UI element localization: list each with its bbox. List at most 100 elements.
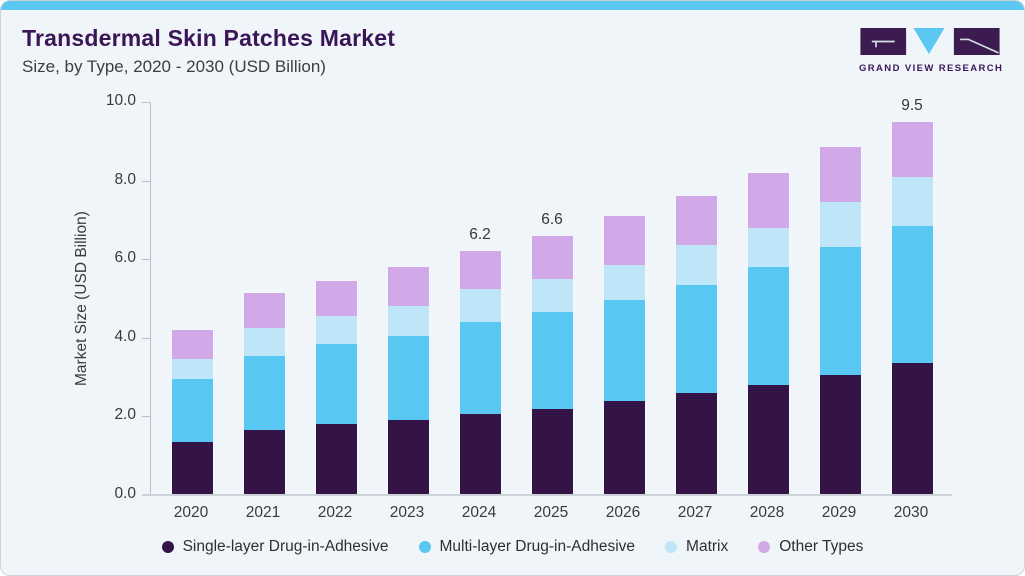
y-tick-mark (142, 180, 150, 182)
bar-total-label: 9.5 (901, 96, 923, 114)
bar-segment (747, 227, 789, 268)
bar-total-label: 6.6 (541, 210, 563, 228)
bar-segment (819, 375, 861, 495)
legend-item: Multi-layer Drug-in-Adhesive (418, 538, 636, 556)
x-tick-label: 2025 (533, 504, 569, 521)
bar-segment (243, 355, 285, 431)
page-subtitle: Size, by Type, 2020 - 2030 (USD Billion) (22, 57, 326, 76)
bar-segment (531, 235, 573, 279)
bar-segment (171, 359, 213, 380)
bar-2030 (891, 121, 933, 495)
x-axis: 2020 2021 2022 2023 2024 2025 2026 2027 2028 2029… (1, 504, 1024, 526)
x-tick-label: 2024 (461, 504, 497, 521)
top-accent-bar (1, 1, 1024, 10)
plot-area: 6.2 6.6 9.5 (150, 97, 952, 495)
bar-2029 (819, 147, 861, 495)
bar-segment (387, 420, 429, 495)
legend-label: Multi-layer Drug-in-Adhesive (439, 538, 636, 555)
x-tick-label: 2030 (893, 504, 929, 521)
gvr-logo-text: GRAND VIEW RESEARCH (859, 63, 1004, 74)
bar-segment (171, 329, 213, 360)
bar-segment (747, 384, 789, 495)
bar-2028 (747, 172, 789, 495)
bar-2026 (603, 216, 645, 495)
x-tick-label: 2023 (389, 504, 425, 521)
y-tick-label: 10.0 (105, 92, 136, 109)
x-tick-label: 2022 (317, 504, 353, 521)
bar-segment (459, 322, 501, 415)
legend-dot (665, 541, 678, 553)
y-tick-label: 8.0 (114, 170, 136, 188)
bar-segment (747, 172, 789, 228)
gvr-logo-icon (860, 28, 1000, 55)
bar-segment (675, 284, 717, 393)
bar-2022 (315, 280, 357, 495)
y-tick-label: 6.0 (114, 249, 136, 267)
bar-segment (171, 441, 213, 495)
bar-segment (819, 202, 861, 248)
legend-item: Other Types (758, 538, 863, 556)
legend-label: Matrix (686, 538, 729, 555)
y-tick-mark (142, 337, 150, 339)
bar-segment (603, 216, 645, 266)
bar-segment (459, 251, 501, 289)
legend-dot (758, 541, 771, 553)
y-tick-label: 4.0 (114, 327, 136, 345)
bar-segment (531, 278, 573, 313)
bar-segment (459, 288, 501, 323)
x-tick-label: 2021 (245, 504, 281, 521)
bar-segment (891, 363, 933, 495)
bar-segment (675, 392, 717, 495)
bar-2024 (459, 251, 501, 495)
bar-segment (891, 225, 933, 364)
bar-2025 (531, 235, 573, 495)
bar-segment (315, 424, 357, 495)
bar-segment (891, 176, 933, 226)
y-tick-mark (142, 102, 150, 103)
bar-segment (459, 414, 501, 495)
bar-segment (315, 280, 357, 317)
bar-segment (891, 121, 933, 177)
bar-segment (243, 292, 285, 328)
bar-segment (603, 300, 645, 401)
bar-segment (747, 267, 789, 385)
y-tick-mark (142, 416, 150, 418)
bar-segment (819, 247, 861, 376)
bar-segment (243, 430, 285, 495)
bar-segment (171, 379, 213, 442)
bar-segment (675, 245, 717, 285)
bar-segment (531, 408, 573, 495)
bar-segment (387, 306, 429, 336)
page-title: Transdermal Skin Patches Market (22, 25, 396, 51)
bar-segment (819, 147, 861, 203)
x-tick-label: 2020 (173, 504, 209, 521)
bar-segment (387, 267, 429, 307)
x-tick-label: 2029 (821, 504, 857, 521)
y-tick-label: 2.0 (114, 406, 136, 424)
bar-segment (315, 343, 357, 425)
x-axis-line (142, 494, 952, 496)
gvr-logo: GRAND VIEW RESEARCH (859, 28, 1004, 74)
legend-dot (418, 541, 431, 553)
bar-segment (603, 265, 645, 301)
legend-item: Matrix (665, 538, 728, 556)
bar-segment (531, 312, 573, 409)
chart-header: Transdermal Skin Patches Market Size, by… (22, 25, 395, 77)
legend-label: Other Types (779, 538, 864, 555)
bar-segment (603, 400, 645, 495)
chart-legend: Single-layer Drug-in-Adhesive Multi-layer… (1, 538, 1024, 556)
legend-dot (161, 541, 174, 553)
x-tick-label: 2026 (605, 504, 641, 521)
bar-segment (387, 335, 429, 421)
bar-2027 (675, 196, 717, 495)
y-tick-label: 0.0 (114, 485, 136, 502)
legend-item: Single-layer Drug-in-Adhesive (161, 538, 389, 556)
x-tick-label: 2027 (677, 504, 713, 521)
bar-2020 (171, 329, 213, 495)
x-tick-label: 2028 (749, 504, 785, 521)
bar-segment (315, 316, 357, 344)
y-axis-title: Market Size (USD Billion) (73, 211, 90, 386)
bar-2021 (243, 292, 285, 495)
